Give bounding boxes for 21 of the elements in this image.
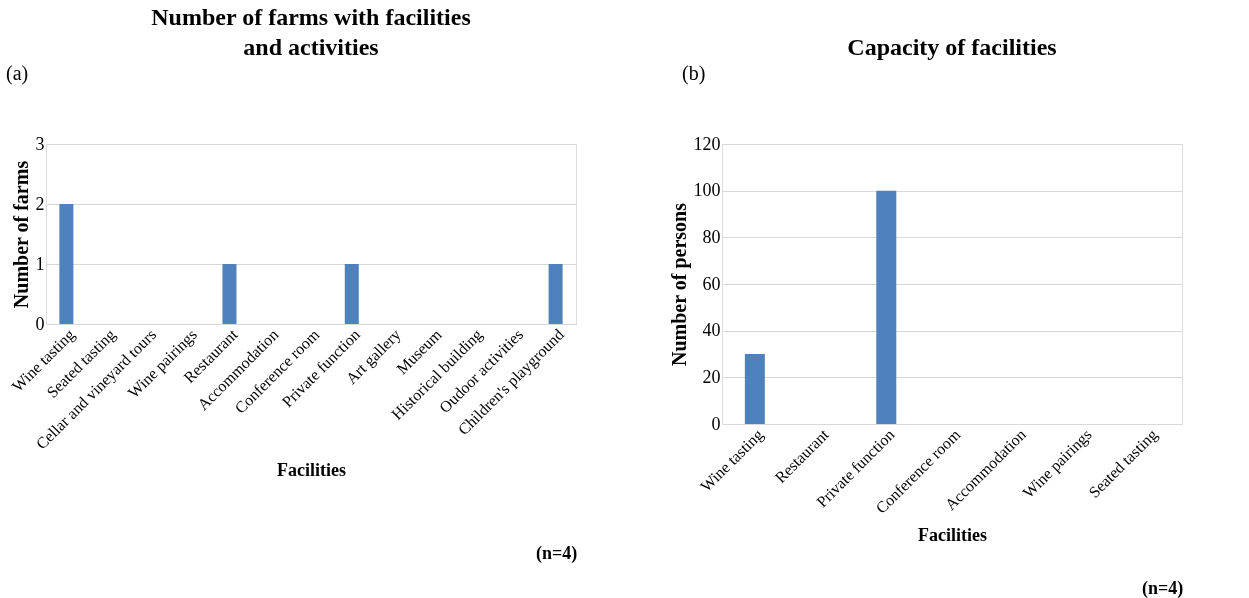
y-tick-label: 60 (702, 273, 721, 294)
y-axis-title: Number of farms (9, 160, 32, 309)
y-tick-label: 1 (35, 253, 45, 274)
y-axis-title: Number of persons (667, 202, 691, 366)
text: (a) (6, 62, 29, 85)
text: (n=4) (536, 543, 578, 564)
x-axis-title: Facilities (277, 460, 346, 481)
text: (n=4) (1142, 578, 1184, 598)
y-tick-label: 40 (702, 320, 721, 341)
y-tick-label: 80 (702, 226, 721, 247)
y-tick-label: 3 (35, 133, 45, 154)
y-tick-label: 2 (35, 193, 45, 214)
x-axis-title: Facilities (918, 524, 987, 545)
y-tick-label: 0 (35, 313, 45, 334)
text: (b) (682, 62, 706, 85)
y-tick-label: 100 (693, 180, 721, 201)
chart-title: Number of farms with facilities and activities (151, 4, 471, 60)
chart-title: Capacity of facilities (847, 34, 1057, 60)
y-tick-label: 120 (693, 133, 721, 154)
y-tick-label: 20 (702, 366, 721, 387)
y-tick-label: 0 (711, 413, 721, 434)
